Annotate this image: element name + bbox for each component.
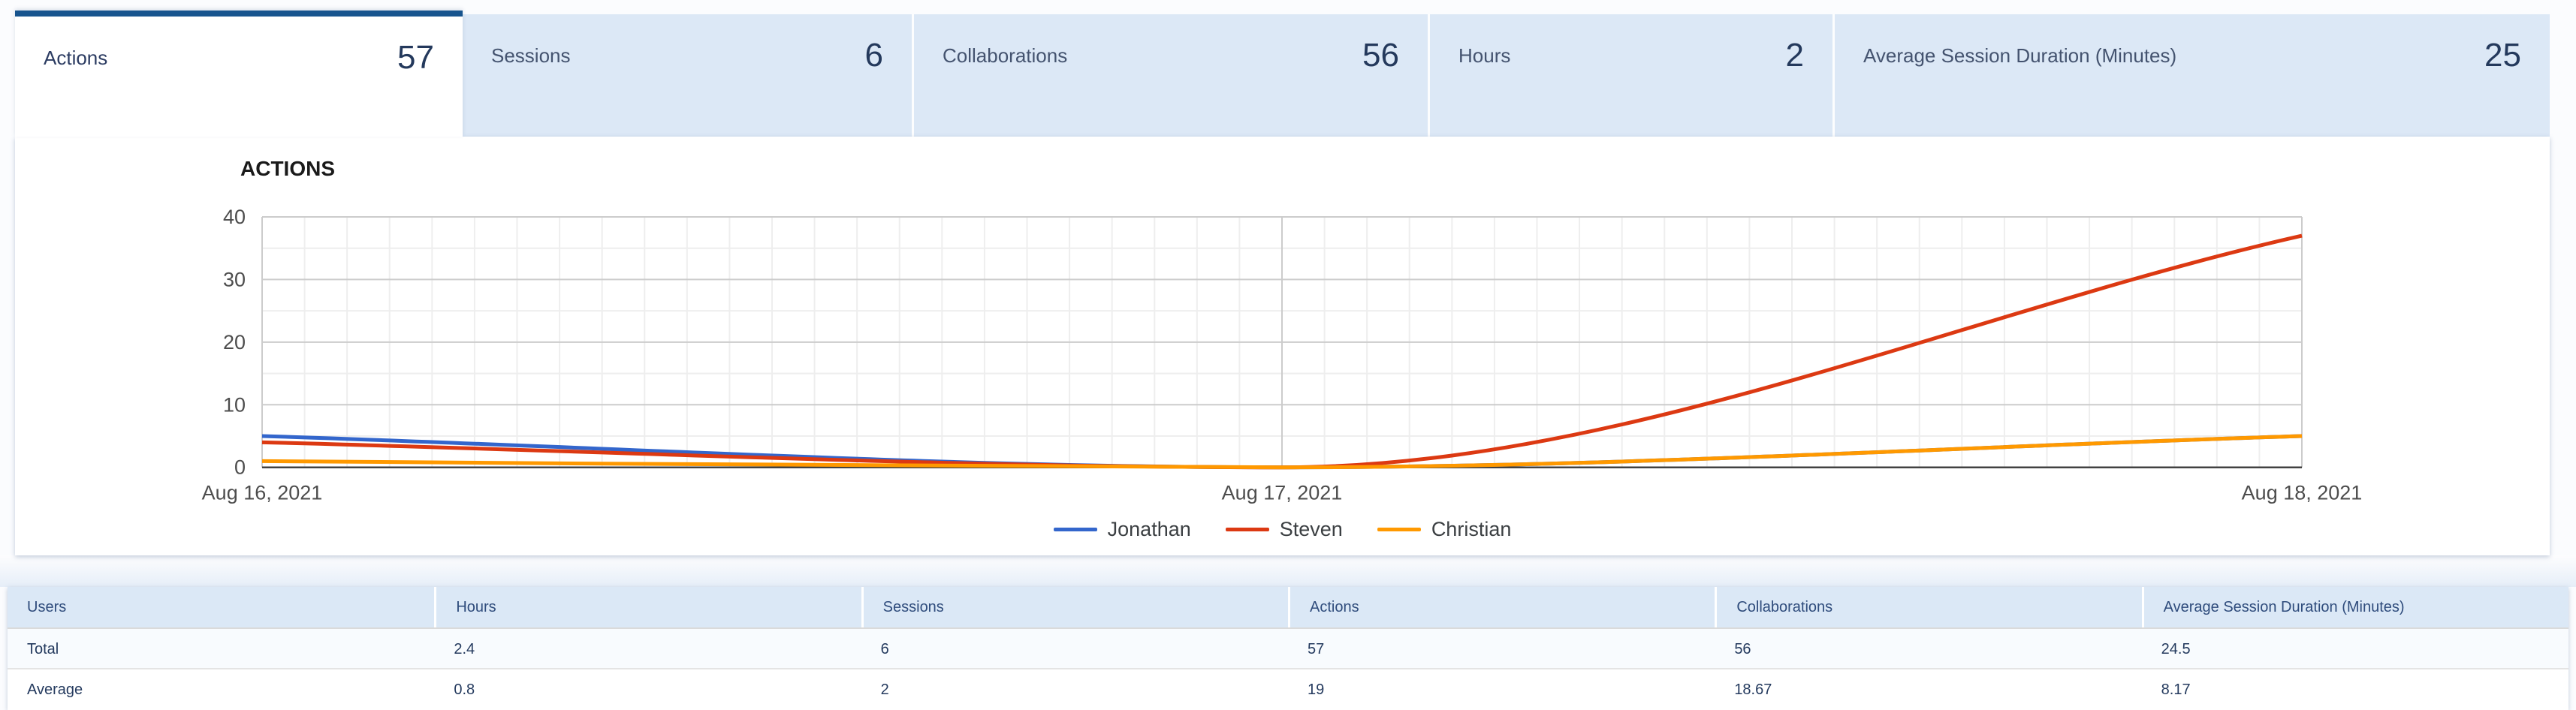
column-header-average-session-duration: Average Session Duration (Minutes) — [2141, 587, 2568, 627]
tab-sessions-label: Sessions — [491, 44, 571, 67]
y-axis-tick-label: 10 — [223, 393, 246, 416]
tab-collaborations-label: Collaborations — [943, 44, 1068, 67]
average-users-cell: Average — [27, 681, 83, 698]
total-sessions-cell: 6 — [880, 641, 889, 657]
chart-title: ACTIONS — [240, 157, 335, 180]
x-axis-tick-label: Aug 18, 2021 — [2242, 482, 2363, 504]
y-axis-tick-label: 0 — [234, 456, 246, 479]
legend-item-christian: Christian — [1377, 518, 1512, 541]
total-actions-cell: 57 — [1307, 641, 1325, 657]
x-axis-tick-label: Aug 17, 2021 — [1222, 482, 1343, 504]
steven-line-swatch — [1225, 528, 1269, 531]
x-axis-tick-label: Aug 16, 2021 — [202, 482, 323, 504]
total-average-session-duration-cell: 24.5 — [2161, 641, 2191, 657]
table-row-average: Average 0.8 2 19 18.67 8.17 — [8, 669, 2568, 710]
christian-line-swatch — [1377, 528, 1421, 531]
metric-tabbar: Actions 57 Sessions 6 Collaborations 56 … — [15, 11, 2550, 137]
actions-line-chart: 0 10 20 30 40 Aug 16, 2021 Aug 17, 2021 Aug 18,… — [202, 157, 2363, 504]
tab-collaborations-value: 56 — [1362, 37, 1399, 74]
legend-label-steven: Steven — [1279, 518, 1343, 540]
y-axis-tick-label: 40 — [223, 206, 246, 228]
column-header-users: Users — [27, 599, 67, 615]
average-hours-cell: 0.8 — [454, 681, 475, 698]
tab-average-session-duration[interactable]: Average Session Duration (Minutes) 25 — [1832, 14, 2550, 137]
legend-item-steven: Steven — [1225, 518, 1343, 541]
average-average-session-duration-cell: 8.17 — [2161, 681, 2191, 698]
actions-chart-card: 0 10 20 30 40 Aug 16, 2021 Aug 17, 2021 Aug 18,… — [15, 137, 2550, 555]
column-header-collaborations: Collaborations — [1715, 587, 2141, 627]
legend-item-jonathan: Jonathan — [1053, 518, 1191, 541]
y-axis-tick-label: 30 — [223, 268, 246, 290]
average-collaborations-cell: 18.67 — [1734, 681, 1772, 698]
user-summary-table: Users Hours Sessions Actions Collaborati… — [8, 587, 2568, 710]
tab-hours[interactable]: Hours 2 — [1428, 14, 1832, 137]
column-header-sessions: Sessions — [861, 587, 1288, 627]
legend-label-christian: Christian — [1431, 518, 1512, 540]
legend-label-jonathan: Jonathan — [1107, 518, 1191, 540]
total-users-cell: Total — [27, 641, 59, 657]
tab-average-session-duration-value: 25 — [2484, 37, 2521, 74]
table-row-total: Total 2.4 6 57 56 24.5 — [8, 629, 2568, 669]
average-actions-cell: 19 — [1307, 681, 1325, 698]
total-collaborations-cell: 56 — [1734, 641, 1751, 657]
tab-hours-value: 2 — [1785, 37, 1804, 74]
tab-actions[interactable]: Actions 57 — [15, 11, 463, 137]
jonathan-line-swatch — [1053, 528, 1097, 531]
card-gap-strip — [0, 555, 2576, 587]
tab-hours-label: Hours — [1458, 44, 1511, 67]
column-header-hours: Hours — [434, 587, 861, 627]
tab-sessions-value: 6 — [864, 37, 883, 74]
tab-average-session-duration-label: Average Session Duration (Minutes) — [1863, 44, 2177, 67]
series-line-christian[interactable] — [261, 434, 2303, 470]
total-hours-cell: 2.4 — [454, 641, 475, 657]
average-sessions-cell: 2 — [880, 681, 889, 698]
table-header-row: Users Hours Sessions Actions Collaborati… — [8, 587, 2568, 629]
y-axis-tick-label: 20 — [223, 331, 246, 353]
chart-legend: Jonathan Steven Christian — [15, 518, 2550, 541]
tab-actions-label: Actions — [44, 47, 108, 69]
tab-collaborations[interactable]: Collaborations 56 — [912, 14, 1428, 137]
column-header-actions: Actions — [1287, 587, 1715, 627]
tab-sessions[interactable]: Sessions 6 — [463, 14, 912, 137]
tab-actions-value: 57 — [397, 39, 434, 76]
